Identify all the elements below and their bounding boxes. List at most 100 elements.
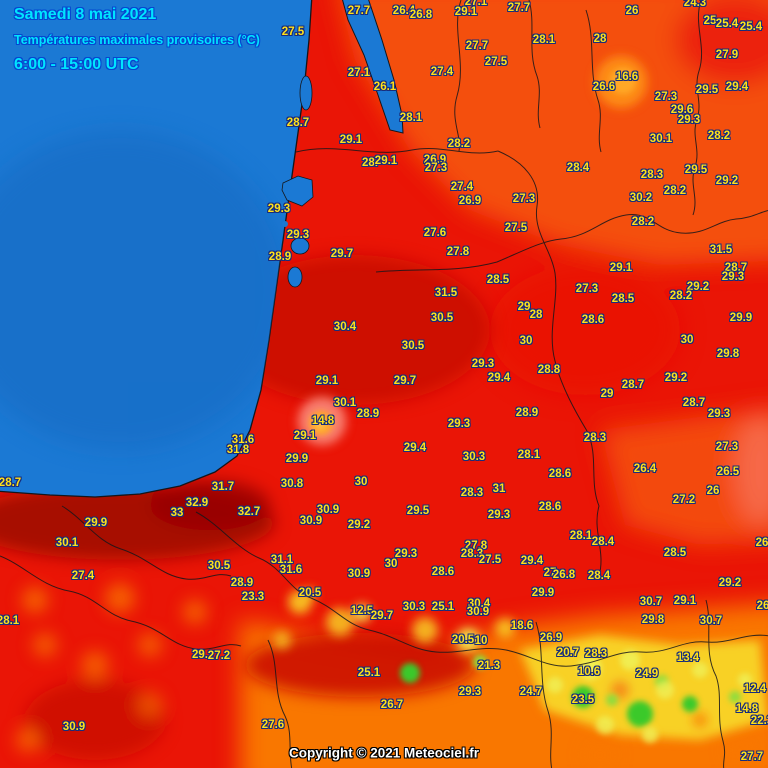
temp-label: 27 [543,567,557,579]
temp-label: 29.1 [673,595,697,607]
temp-label: 29.7 [370,610,394,622]
temp-label: 29.7 [393,375,417,387]
temp-label: 28.2 [707,130,731,142]
temp-label: 27.7 [465,40,489,52]
temp-label: 29.4 [487,372,511,384]
temp-label: 28.7 [682,397,706,409]
temp-label: 27.1 [464,0,488,8]
temp-label: 24.3 [683,0,707,9]
temp-label: 26 [756,600,768,612]
cool-spot-16-core [610,68,636,94]
temp-label: 30.1 [649,133,673,145]
temp-label: 27.5 [478,554,502,566]
temp-label: 26.5 [716,466,740,478]
temp-label: 28.7 [0,477,22,489]
temp-label: 29.2 [686,281,710,293]
temp-label: 26.8 [552,569,576,581]
temp-label: 29.9 [729,312,753,324]
temp-label: 29.1 [315,375,339,387]
temp-label: 28.9 [515,407,539,419]
temp-label: 25.4 [739,21,763,33]
temp-label: 28.6 [548,468,572,480]
temp-label: 31.6 [279,564,303,576]
date-title: Samedi 8 mai 2021 [14,6,157,23]
temp-label: 27.5 [484,56,508,68]
temp-label: 21.3 [477,660,501,672]
temp-label: 30.1 [333,397,357,409]
temp-label: 28.6 [581,314,605,326]
temp-label: 30.5 [207,560,231,572]
temp-label: 30.4 [467,598,491,610]
copyright-watermark: Copyright © 2021 Meteociel.fr [289,745,479,761]
temp-label: 30.5 [401,340,425,352]
temp-label: 28.7 [724,262,748,274]
zone-orange-north [340,0,768,265]
temp-label: 27.3 [575,283,599,295]
temp-label: 29.3 [267,203,291,215]
temp-label: 28.8 [537,364,561,376]
temp-label: 28.6 [538,501,562,513]
temp-label: 26.9 [423,154,447,166]
temp-label: 30.8 [280,478,304,490]
temp-label: 29.3 [458,686,482,698]
temp-label: 29.3 [286,229,310,241]
temp-label: 27.2 [207,650,231,662]
temp-label: 26.7 [380,699,404,711]
time-range: 6:00 - 15:00 UTC [14,56,139,73]
temp-label: 29.6 [670,104,694,116]
temp-label: 14.8 [311,415,335,427]
temp-label: 27.6 [261,719,285,731]
temp-label: 28.5 [486,274,510,286]
temp-label: 28.7 [286,117,310,129]
temp-label: 22.3 [750,715,768,727]
temp-label: 31 [492,483,506,495]
temp-label: 26 [755,537,768,549]
temp-label: 27.4 [450,181,474,193]
temp-label: 30.9 [466,606,490,618]
temp-label: 12.5 [350,605,374,617]
temp-label: 29.9 [84,517,108,529]
temp-label: 29.8 [641,614,665,626]
temp-label: 28.9 [268,251,292,263]
temp-label: 20.7 [556,647,580,659]
gironde-estuary [342,0,404,134]
temp-label: 29.3 [677,114,701,126]
temp-label: 31.6 [231,434,255,446]
zone-deep-red-valley [245,633,475,697]
temp-label: 29.8 [716,348,740,360]
temp-label: 16.6 [615,71,639,83]
temp-label: 28.3 [460,487,484,499]
temp-label: 26.8 [409,9,433,21]
temp-label: 28.1 [569,530,593,542]
temp-label: 28.2 [447,138,471,150]
temp-label: 20.5 [451,634,475,646]
temp-label: 28 [593,33,607,45]
zone-salmon-edge [734,415,768,525]
temp-label: 28. [362,157,378,169]
temp-label: 29. [192,649,208,661]
temp-label: 27.7 [740,751,764,763]
temp-label: 27.2 [672,494,696,506]
temp-label: 28.7 [621,379,645,391]
temp-label: 28.3 [583,432,607,444]
temp-label: 18.6 [510,620,534,632]
temp-label: 27.3 [715,441,739,453]
temp-label: 29.5 [695,84,719,96]
temp-label: 30.4 [333,321,357,333]
temp-label: 32.7 [237,506,261,518]
temp-label: 28.5 [611,293,635,305]
temp-label: 28.5 [663,547,687,559]
temp-label: 25.1 [431,601,455,613]
temp-label: 23.5 [571,694,595,706]
temp-label: 29.1 [374,155,398,167]
temp-label: 28 [529,309,543,321]
temp-label: 29.4 [725,81,749,93]
temp-label: 26 [706,485,720,497]
temp-label: 29.5 [684,164,708,176]
temp-label: 29 [600,388,614,400]
temp-label: 29.3 [471,358,495,370]
temp-label: 30 [680,334,694,346]
